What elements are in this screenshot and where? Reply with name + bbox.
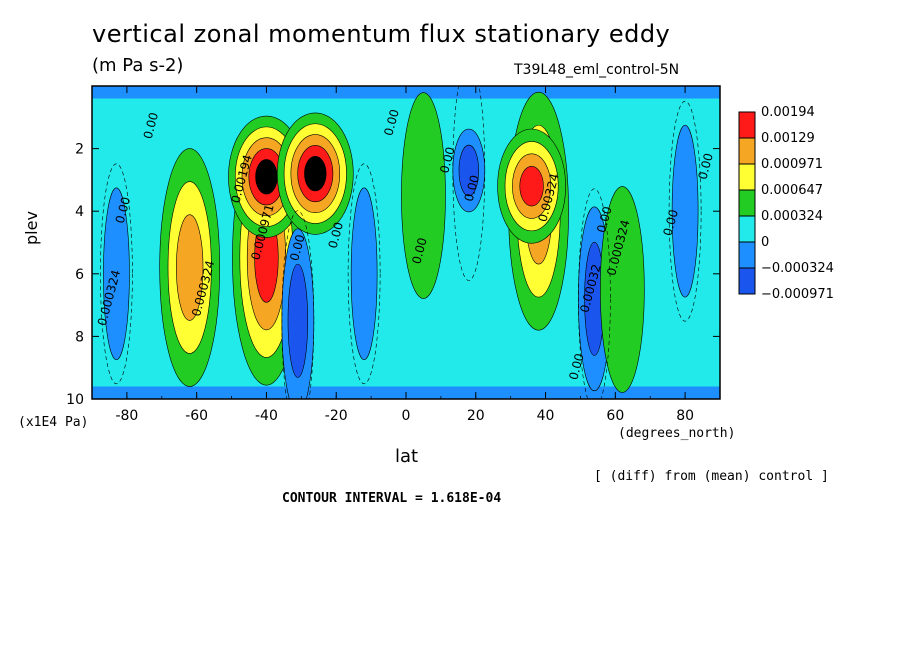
contour-fill <box>458 144 479 197</box>
legend-label: −0.000971 <box>761 287 834 302</box>
x-tick-label: 40 <box>537 408 555 424</box>
contour-label: 0.00 <box>409 236 429 265</box>
legend-swatch <box>738 215 756 243</box>
negative-contour <box>668 100 702 322</box>
x-tick-label: 0 <box>402 408 411 424</box>
field-feature <box>671 124 699 298</box>
y-tick-label: 8 <box>75 329 84 345</box>
contour-label: 0.00 <box>141 111 161 140</box>
contour-label: 0.00 <box>462 174 482 203</box>
contour-fill <box>519 165 544 207</box>
y-tick-label: 10 <box>66 392 84 408</box>
field-feature <box>401 92 446 299</box>
negative-contour <box>452 86 486 281</box>
contour-label: 0.00 <box>326 220 346 249</box>
contour-fill <box>255 159 278 195</box>
contour-fill <box>304 155 327 192</box>
field-feature <box>350 187 378 361</box>
negative-contour <box>578 188 611 399</box>
x-tick-label: -60 <box>185 408 208 424</box>
x-tick-label: -40 <box>255 408 278 424</box>
contour-fill <box>176 214 204 321</box>
contour-fill <box>401 92 446 299</box>
chart-title: vertical zonal momentum flux stationary … <box>92 20 671 48</box>
contour-label: 0.00 <box>287 233 307 262</box>
field-feature <box>281 228 315 399</box>
contour-fill <box>600 186 645 393</box>
legend-swatch <box>738 267 756 295</box>
negative-contour <box>100 163 133 385</box>
field-feature <box>159 148 220 387</box>
legend-label: 0 <box>761 235 769 250</box>
contour-label: 0.00 <box>661 208 681 237</box>
legend-swatch <box>738 189 756 217</box>
negative-contour <box>347 163 381 385</box>
legend-label: 0.00129 <box>761 131 815 146</box>
field-feature <box>276 112 354 235</box>
x-tick-label: 80 <box>676 408 694 424</box>
contour-interval: CONTOUR INTERVAL = 1.618E-04 <box>282 491 502 506</box>
contour-fill <box>671 124 699 298</box>
contour-fill <box>350 187 378 361</box>
diff-note: [ (diff) from (mean) control ] <box>594 469 829 484</box>
field-feature <box>103 187 130 361</box>
contour-label: 0.00 <box>437 145 457 174</box>
legend-swatch <box>738 111 756 139</box>
chart-units: (m Pa s-2) <box>92 55 184 76</box>
y-tick-label: 4 <box>75 204 84 220</box>
contour-label: 0.00 <box>566 352 586 381</box>
x-tick-label: 20 <box>467 408 485 424</box>
legend-label: −0.000324 <box>761 261 834 276</box>
x-tick-label: -20 <box>325 408 348 424</box>
dataset-label: T39L48_eml_control-5N <box>514 62 680 78</box>
legend-swatch <box>738 137 756 165</box>
y-tick-label: 6 <box>75 267 84 283</box>
x-axis-unit: (degrees_north) <box>618 426 736 441</box>
x-axis-label: lat <box>395 446 419 467</box>
contour-label: 0.00 <box>695 152 715 181</box>
legend-label: 0.000647 <box>761 183 823 198</box>
x-tick-label: -80 <box>115 408 138 424</box>
negative-contour <box>281 210 315 399</box>
contour-label: 0.00 <box>113 195 133 224</box>
legend-swatch <box>738 163 756 191</box>
contour-label: 0.00 <box>594 205 614 234</box>
y-axis-unit: (x1E4 Pa) <box>18 415 89 430</box>
field-feature <box>497 128 566 244</box>
y-tick-label: 2 <box>75 142 84 158</box>
x-tick-label: 60 <box>606 408 624 424</box>
field-feature <box>600 186 645 393</box>
contour-fill <box>103 187 130 361</box>
legend-label: 0.00194 <box>761 105 815 120</box>
legend-label: 0.000971 <box>761 157 823 172</box>
contour-label: 0.00 <box>381 108 401 137</box>
legend-swatch <box>738 241 756 269</box>
contour-fill <box>287 263 308 378</box>
legend-label: 0.000324 <box>761 209 823 224</box>
field-feature <box>452 128 486 213</box>
